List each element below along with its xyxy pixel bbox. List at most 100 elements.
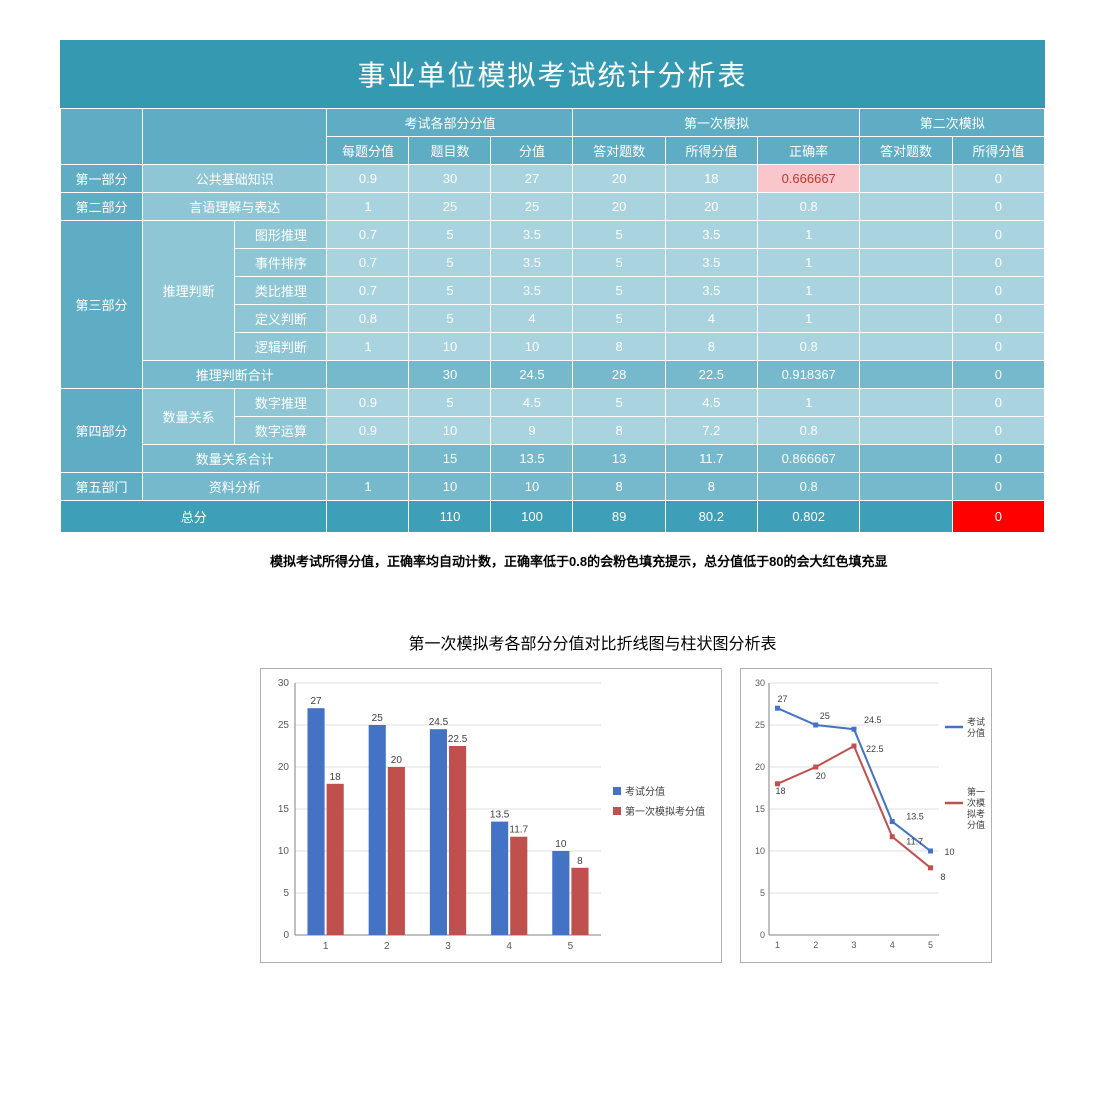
svg-text:27: 27	[778, 694, 788, 704]
svg-text:拟考: 拟考	[967, 808, 985, 819]
cell: 3.5	[491, 277, 573, 305]
cell: 5	[409, 277, 491, 305]
cell: 25	[491, 193, 573, 221]
svg-text:10: 10	[945, 847, 955, 857]
cell: 5	[409, 389, 491, 417]
cell	[327, 501, 409, 533]
svg-text:1: 1	[323, 941, 329, 952]
cell	[860, 389, 952, 417]
cell: 0	[952, 361, 1044, 389]
svg-text:13.5: 13.5	[906, 812, 924, 822]
cell: 3.5	[665, 277, 757, 305]
cell: 4	[665, 305, 757, 333]
svg-text:0: 0	[283, 930, 289, 941]
cell: 10	[409, 333, 491, 361]
row-label: 逻辑判断	[235, 333, 327, 361]
svg-text:0: 0	[760, 930, 765, 940]
cell	[860, 165, 952, 193]
hdr-sim1: 第一次模拟	[573, 109, 860, 137]
cell: 80.2	[665, 501, 757, 533]
svg-text:20: 20	[278, 762, 290, 773]
cell: 4	[491, 305, 573, 333]
cell: 18	[665, 165, 757, 193]
chart-title: 第一次模拟考各部分分值对比折线图与柱状图分析表	[60, 630, 1045, 654]
svg-text:考试: 考试	[967, 716, 985, 727]
row-label: 数量关系	[143, 389, 235, 445]
col-n-q: 题目数	[409, 137, 491, 165]
svg-text:25: 25	[755, 720, 765, 730]
cell: 5	[409, 305, 491, 333]
col-score: 分值	[491, 137, 573, 165]
section-label: 第三部分	[61, 221, 143, 389]
table-row: 第二部分 言语理解与表达 1 25 25 20 20 0.8 0	[61, 193, 1045, 221]
row-label: 图形推理	[235, 221, 327, 249]
cell: 8	[573, 417, 665, 445]
cell: 0.8	[327, 305, 409, 333]
row-label: 数字推理	[235, 389, 327, 417]
svg-text:22.5: 22.5	[866, 744, 884, 754]
svg-text:2: 2	[384, 941, 390, 952]
svg-text:30: 30	[278, 678, 290, 689]
cell	[860, 333, 952, 361]
cell: 10	[409, 473, 491, 501]
svg-text:24.5: 24.5	[864, 715, 882, 725]
row-label: 推理判断	[143, 221, 235, 361]
svg-text:18: 18	[330, 772, 342, 783]
cell: 3.5	[491, 221, 573, 249]
section-label: 第一部分	[61, 165, 143, 193]
cell	[860, 277, 952, 305]
svg-text:15: 15	[755, 804, 765, 814]
cell: 3.5	[665, 221, 757, 249]
section-label: 第四部分	[61, 389, 143, 473]
cell: 0.8	[757, 417, 860, 445]
cell: 0	[952, 333, 1044, 361]
cell	[327, 445, 409, 473]
svg-text:25: 25	[278, 720, 290, 731]
col-accuracy: 正确率	[757, 137, 860, 165]
cell: 89	[573, 501, 665, 533]
svg-text:5: 5	[568, 941, 574, 952]
cell: 5	[573, 305, 665, 333]
cell: 8	[665, 473, 757, 501]
svg-text:3: 3	[445, 941, 451, 952]
cell: 1	[757, 221, 860, 249]
section-label: 第五部门	[61, 473, 143, 501]
svg-text:分值: 分值	[967, 819, 985, 830]
svg-text:20: 20	[755, 762, 765, 772]
svg-text:25: 25	[372, 713, 384, 724]
cell: 110	[409, 501, 491, 533]
svg-text:4: 4	[506, 941, 512, 952]
cell: 0.8	[757, 333, 860, 361]
cell: 1	[757, 277, 860, 305]
cell: 0.8	[757, 193, 860, 221]
row-label: 言语理解与表达	[143, 193, 327, 221]
cell: 0.7	[327, 277, 409, 305]
cell: 0	[952, 249, 1044, 277]
table-row: 数量关系合计 15 13.5 13 11.7 0.866667 0	[61, 445, 1045, 473]
svg-text:分值: 分值	[967, 727, 985, 738]
cell	[860, 445, 952, 473]
svg-text:13.5: 13.5	[490, 810, 510, 821]
cell: 100	[491, 501, 573, 533]
row-label: 数字运算	[235, 417, 327, 445]
table-row: 第四部分 数量关系 数字推理 0.9 5 4.5 5 4.5 1 0	[61, 389, 1045, 417]
svg-text:3: 3	[851, 940, 856, 950]
cell: 0.802	[757, 501, 860, 533]
cell: 30	[409, 165, 491, 193]
cell	[860, 417, 952, 445]
cell	[860, 193, 952, 221]
table-row: 推理判断合计 30 24.5 28 22.5 0.918367 0	[61, 361, 1045, 389]
svg-text:10: 10	[755, 846, 765, 856]
cell: 5	[573, 221, 665, 249]
cell: 4.5	[665, 389, 757, 417]
total-row: 总分 110 100 89 80.2 0.802 0	[61, 501, 1045, 533]
page-title: 事业单位模拟考试统计分析表	[60, 40, 1045, 108]
svg-text:第一: 第一	[967, 786, 985, 797]
cell: 0.8	[757, 473, 860, 501]
col-per-q: 每题分值	[327, 137, 409, 165]
cell: 0.7	[327, 221, 409, 249]
cell: 27	[491, 165, 573, 193]
cell: 5	[573, 389, 665, 417]
cell: 15	[409, 445, 491, 473]
svg-text:10: 10	[555, 839, 567, 850]
